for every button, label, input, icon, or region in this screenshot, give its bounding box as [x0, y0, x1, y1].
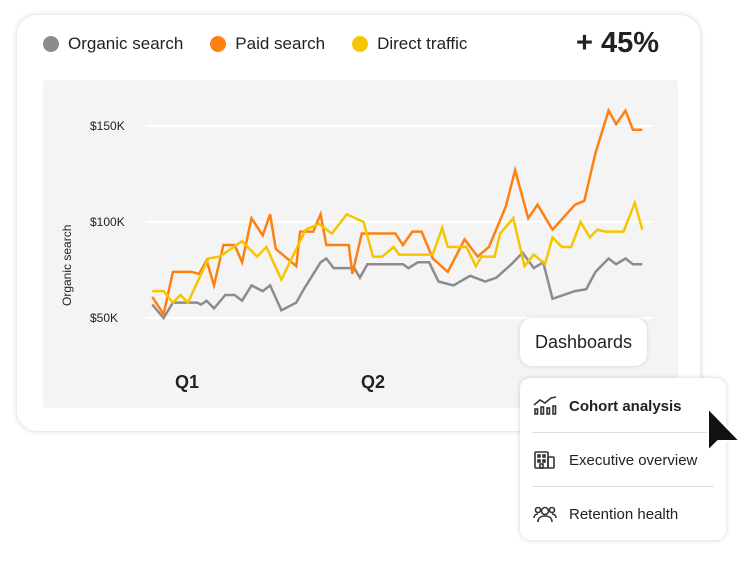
- legend-label: Organic search: [68, 34, 184, 53]
- legend-item-organic: Organic search: [43, 34, 183, 54]
- dashboards-button[interactable]: Dashboards: [520, 318, 647, 366]
- paid-dot-icon: [210, 36, 227, 52]
- menu-item-label: Retention health: [569, 505, 679, 523]
- organic-dot-icon: [43, 36, 59, 52]
- x-tick-q1: Q1: [175, 372, 199, 392]
- series-line-direct-traffic: [152, 198, 644, 305]
- menu-item-executive-overview[interactable]: Executive overview: [532, 433, 714, 487]
- menu-divider: [532, 432, 714, 433]
- menu-divider: [532, 486, 714, 487]
- chart-growth-icon: [532, 395, 558, 417]
- y-tick-150k: $150K: [90, 119, 125, 133]
- series-line-paid-search: [151, 107, 643, 318]
- menu-item-retention-health[interactable]: Retention health: [532, 487, 714, 541]
- legend-label: Paid search: [235, 34, 326, 53]
- dashboards-menu: Cohort analysis Executive overview Reten…: [520, 378, 726, 540]
- users-icon: [532, 503, 558, 525]
- building-icon: [532, 449, 558, 471]
- series-line-organic-search: [151, 250, 643, 321]
- y-tick-100k: $100K: [90, 215, 125, 229]
- direct-dot-icon: [352, 36, 369, 52]
- menu-item-label: Executive overview: [569, 451, 698, 469]
- legend-label: Direct traffic: [377, 34, 468, 53]
- menu-item-cohort-analysis[interactable]: Cohort analysis: [532, 379, 714, 433]
- legend-item-direct: Direct traffic: [352, 34, 467, 54]
- kpi-change: + 45%: [576, 27, 660, 59]
- y-axis-label: Organic search: [60, 225, 74, 306]
- y-tick-50k: $50K: [90, 311, 118, 325]
- x-tick-q2: Q2: [361, 372, 385, 392]
- legend: Organic search Paid search Direct traffi…: [43, 34, 494, 54]
- menu-item-label: Cohort analysis: [569, 397, 682, 415]
- legend-item-paid: Paid search: [210, 34, 325, 54]
- mouse-cursor-icon: [704, 405, 744, 460]
- line-chart: Organic search $50K $100K $150K Q1 Q2: [60, 107, 653, 392]
